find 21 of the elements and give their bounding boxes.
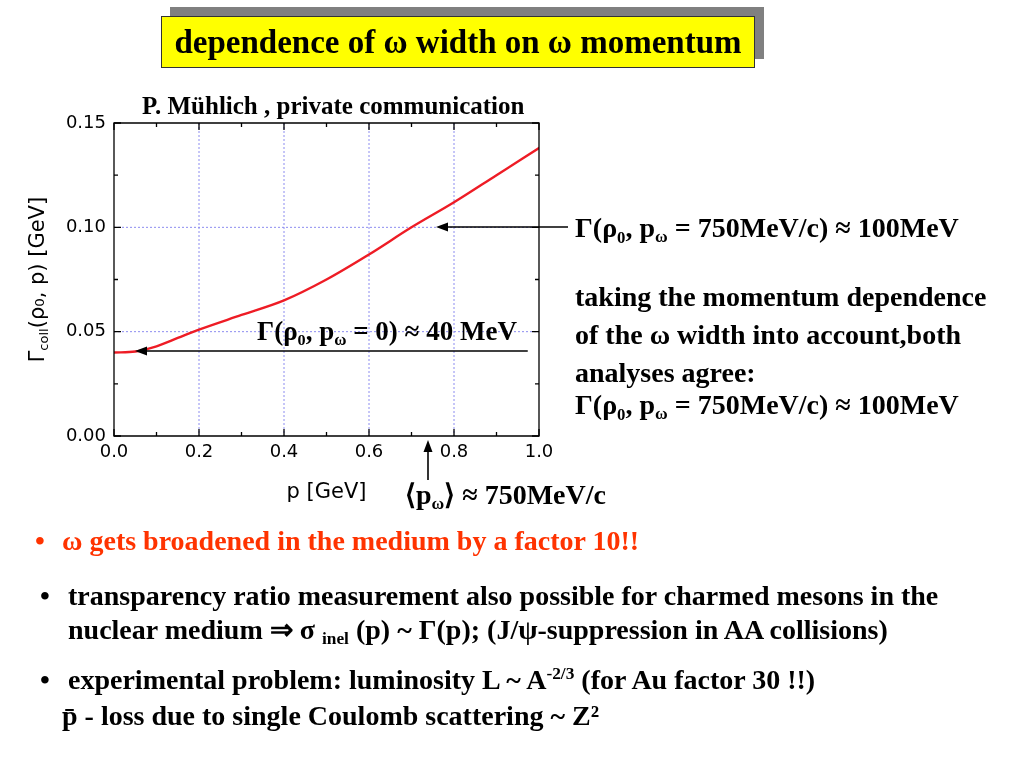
chart-title: dependence of ω width on ω momentum — [161, 16, 755, 68]
x-tick-label: 1.0 — [524, 440, 554, 462]
annotation: Γ(ρ₀, p$_{ω}$ = 0) ≈ 40 MeV — [257, 315, 517, 349]
text: p̄ - loss due to single Coulomb scattering ~ Z² — [62, 699, 600, 733]
text: Γ(ρ₀, p$_{ω}$ = 750MeV/c) ≈ 100MeV — [575, 212, 959, 247]
text: Γ(ρ₀, p$_{ω}$ = 750MeV/c) ≈ 100MeV — [575, 389, 959, 424]
line-series — [114, 146, 539, 354]
text: P. Mühlich , private communication — [142, 91, 525, 121]
x-tick-label: 0.4 — [269, 440, 299, 462]
x-tick-label: 0.2 — [184, 440, 214, 462]
text: ⟨p$_{ω}$⟩ ≈ 750MeV/c — [405, 479, 606, 514]
x-tick-label: 0.6 — [354, 440, 384, 462]
y-tick-label: 0.05 — [65, 319, 106, 341]
x-tick-label: 0.8 — [439, 440, 469, 462]
text: taking the momentum dependence of the ω width into account,both analyses agree: — [575, 281, 987, 388]
x-axis-title: p [GeV] — [286, 478, 367, 504]
text: • transparency ratio measurement also possible for charmed mesons in the nuclear medium ⇒ σ $_{inel}$ (p) ~ Γ(p); (J/ψ-suppression in AA collisions) — [40, 579, 939, 649]
y-tick-label: 0.10 — [65, 215, 106, 237]
y-tick-label: 0.15 — [65, 110, 106, 132]
text: • experimental problem: luminosity L ~ A$^{-2/3}$ (for Au factor 30 !!) — [40, 663, 816, 697]
text: • ω gets broadened in the medium by a factor 10!! — [35, 524, 640, 558]
